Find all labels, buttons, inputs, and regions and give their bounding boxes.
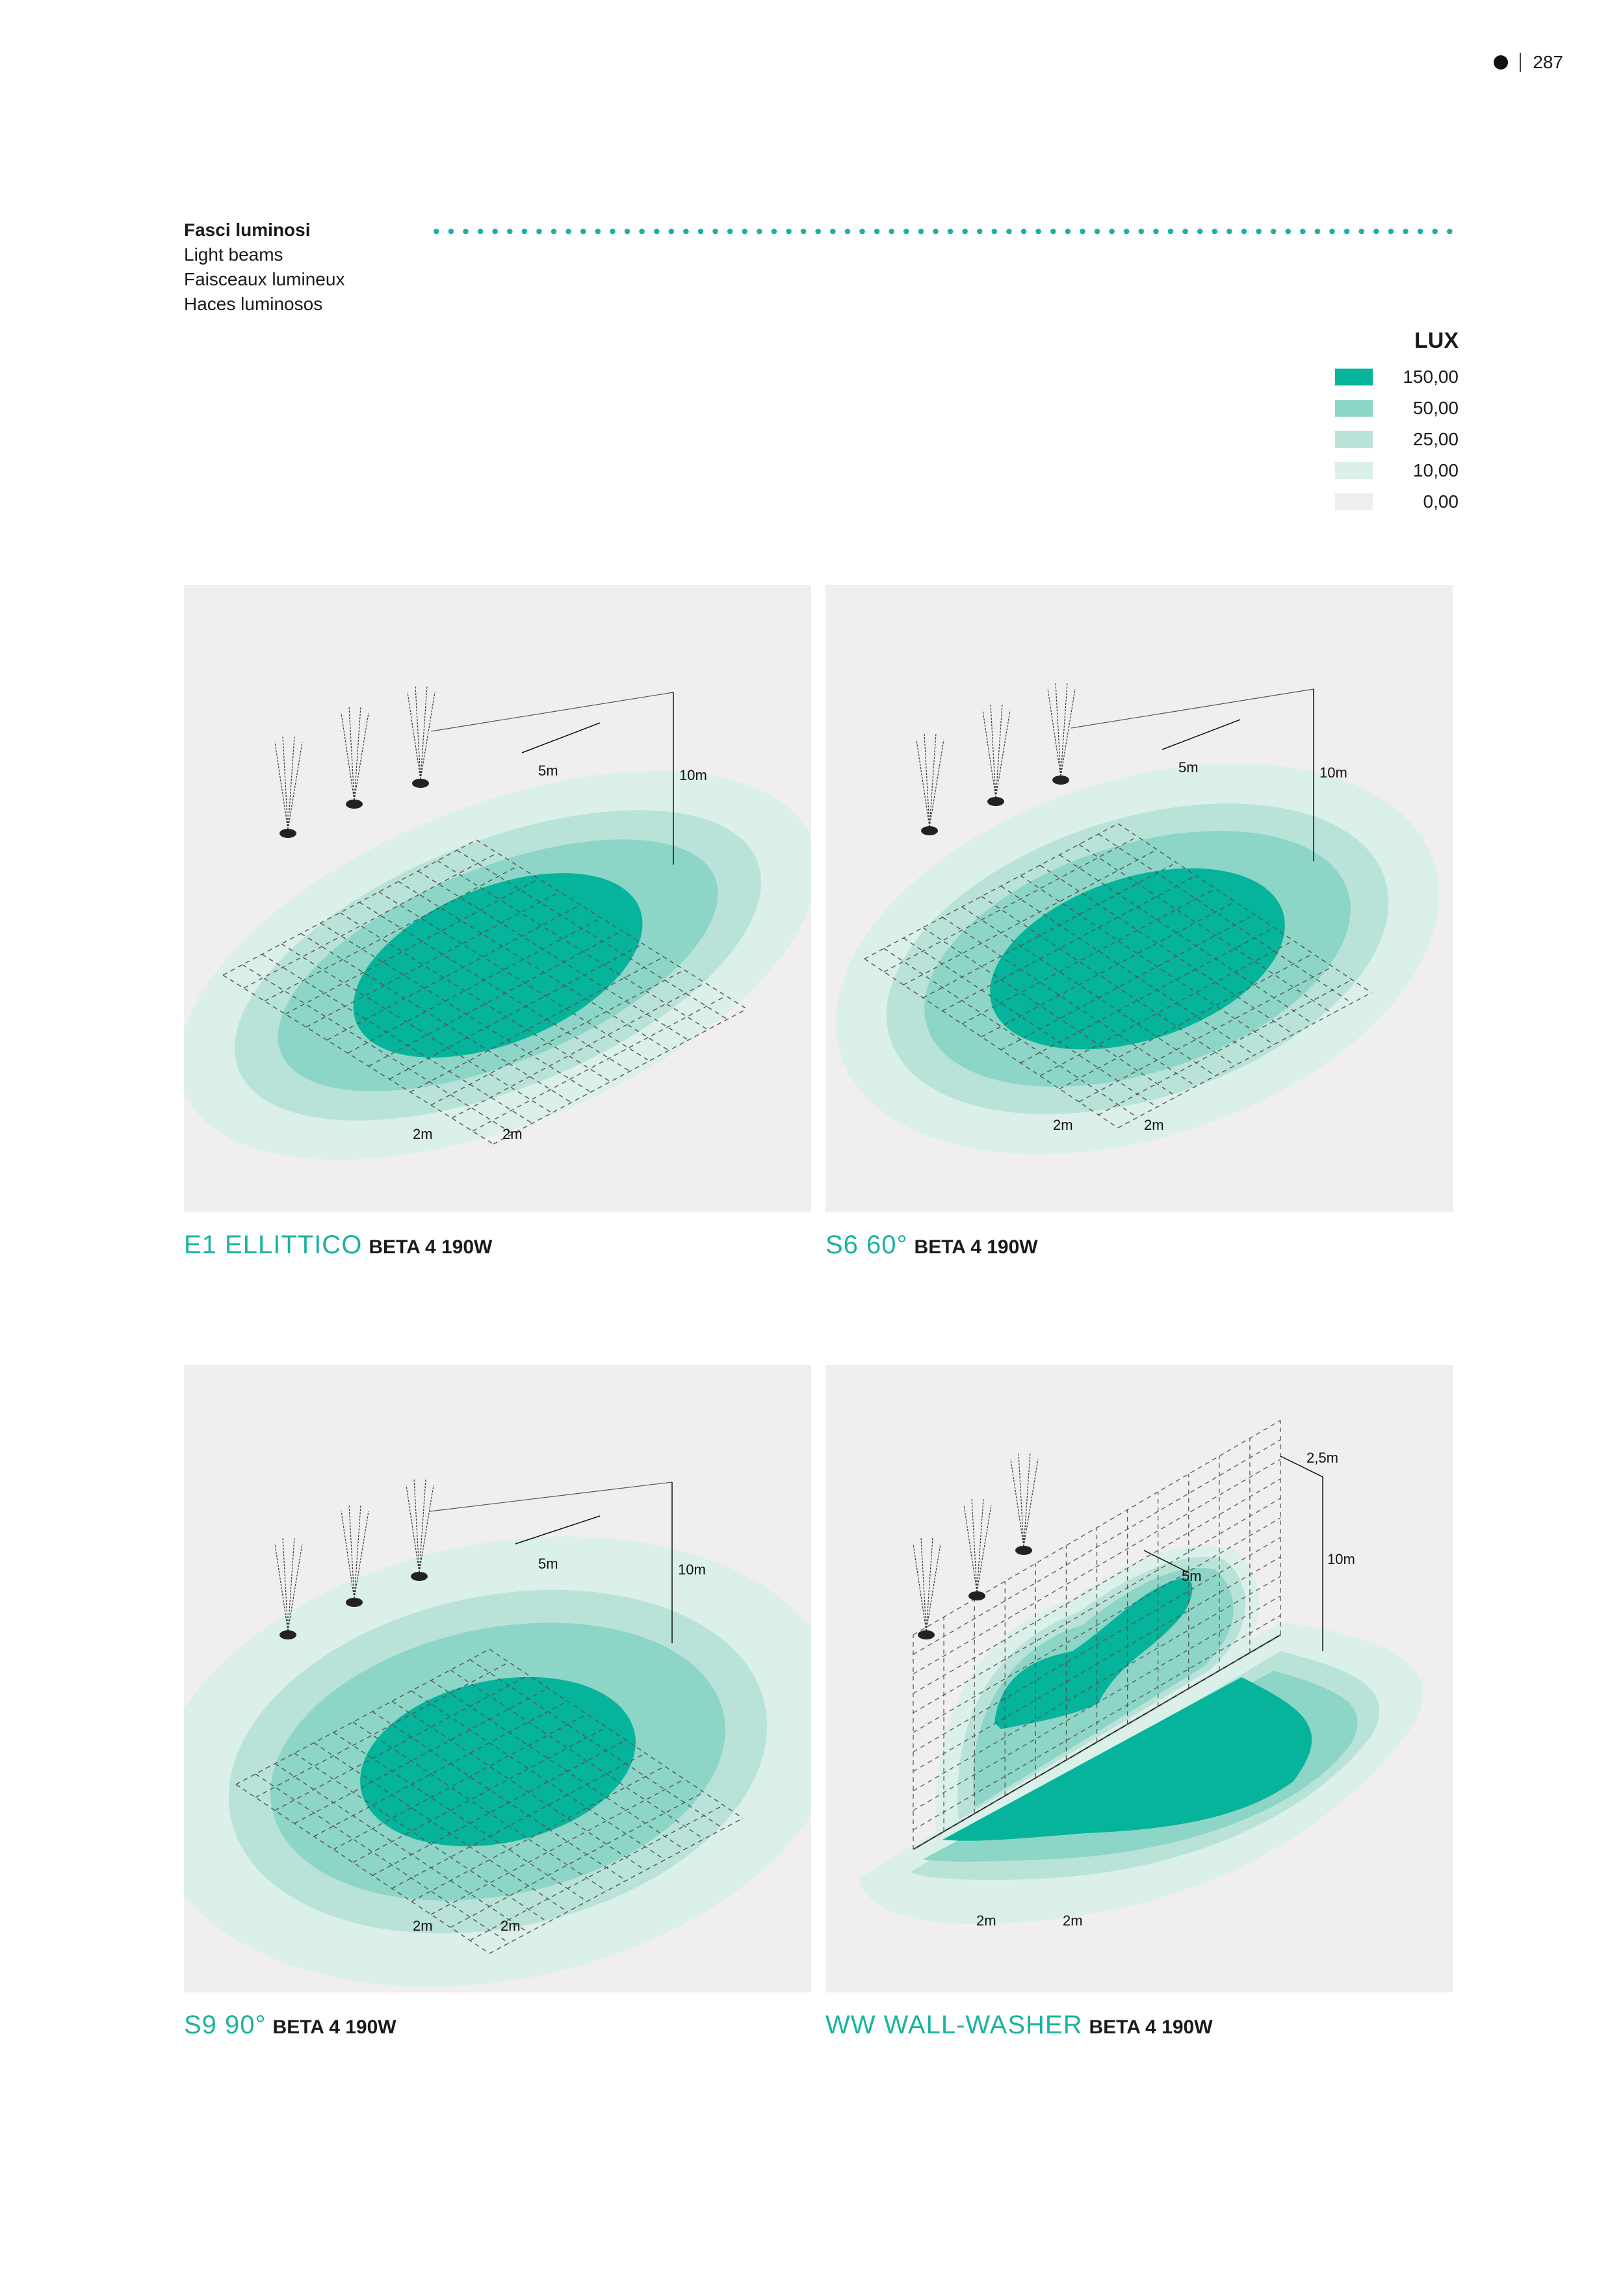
floor-grid bbox=[222, 839, 747, 1145]
beam-name: S9 90° bbox=[184, 2011, 266, 2039]
luminaire-icon bbox=[913, 1537, 941, 1639]
grid-label-b: 2m bbox=[1144, 1117, 1164, 1133]
grid-label-b: 2m bbox=[500, 1918, 521, 1934]
spacing-label: 5m bbox=[538, 763, 558, 779]
grid-label-b: 2m bbox=[1063, 1912, 1083, 1929]
beam-diagram-e1: 10m 5m 2m 2m bbox=[184, 585, 811, 1212]
bullet-icon bbox=[1494, 55, 1509, 70]
luminaire-icon bbox=[1010, 1452, 1039, 1555]
beam-diagram-s6: 10m 5m 2m 2m bbox=[825, 585, 1453, 1212]
legend-swatch bbox=[1335, 400, 1373, 417]
legend-value: 25,00 bbox=[1412, 429, 1459, 449]
isolux-150-wall bbox=[994, 1578, 1193, 1729]
legend-swatch bbox=[1335, 369, 1373, 385]
legend-swatch bbox=[1335, 462, 1373, 479]
luminaire-icon bbox=[341, 1504, 369, 1607]
legend-title: LUX bbox=[1414, 328, 1459, 353]
spacing-label: 5m bbox=[1178, 759, 1199, 776]
beam-name: E1 ELLITTICO bbox=[184, 1231, 363, 1259]
model-name: BETA 4 190W bbox=[272, 2016, 396, 2038]
spacing-label: 5m bbox=[1182, 1568, 1202, 1584]
grid-label-a: 2m bbox=[1053, 1117, 1073, 1133]
legend-item: 150,00 bbox=[1335, 361, 1459, 393]
beam-name: S6 60° bbox=[825, 1231, 908, 1259]
luminaires bbox=[274, 685, 435, 838]
luminaires bbox=[274, 1478, 434, 1639]
header-title-fr: Faisceaux lumineux bbox=[184, 269, 345, 289]
luminaire-icon bbox=[963, 1498, 992, 1600]
legend-value: 10,00 bbox=[1412, 460, 1459, 480]
luminaire-icon bbox=[1047, 682, 1076, 785]
grid-label-a: 2m bbox=[976, 1912, 996, 1929]
luminaire-icon bbox=[406, 1478, 434, 1581]
legend-swatch bbox=[1335, 431, 1373, 448]
luminaire-icon bbox=[916, 733, 944, 835]
header-title-es: Haces luminosos bbox=[184, 294, 323, 314]
height-label: 10m bbox=[678, 1561, 706, 1578]
legend-value: 50,00 bbox=[1412, 398, 1459, 418]
beam-name: WW WALL-WASHER bbox=[825, 2011, 1083, 2039]
caption-e1: E1 ELLITTICO BETA 4 190W bbox=[184, 1231, 492, 1260]
page-number-text: 287 bbox=[1533, 52, 1563, 72]
legend-item: 10,00 bbox=[1335, 455, 1459, 486]
luminaires bbox=[916, 682, 1076, 835]
luminaire-icon bbox=[274, 1537, 303, 1639]
floor-grid bbox=[235, 1649, 744, 1954]
luminaire-icon bbox=[341, 706, 369, 809]
caption-ww: WW WALL-WASHER BETA 4 190W bbox=[825, 2011, 1213, 2040]
height-label: 10m bbox=[679, 767, 707, 783]
beam-diagram-ww: 2,5m 10m 5m 2m 2m bbox=[825, 1365, 1453, 1992]
grid-label-a: 2m bbox=[413, 1918, 433, 1934]
dotted-rule bbox=[429, 228, 1459, 235]
height-label: 10m bbox=[1327, 1551, 1355, 1567]
isolux-150-floor bbox=[942, 1677, 1312, 1841]
legend-value: 150,00 bbox=[1403, 367, 1459, 387]
beam-diagram-s9: 10m 5m 2m 2m bbox=[184, 1365, 811, 1992]
model-name: BETA 4 190W bbox=[369, 1236, 493, 1258]
floor-grid bbox=[864, 823, 1372, 1128]
legend-item: 25,00 bbox=[1335, 424, 1459, 455]
header-title-en: Light beams bbox=[184, 244, 283, 265]
model-name: BETA 4 190W bbox=[1089, 2016, 1213, 2038]
height-label: 10m bbox=[1319, 764, 1347, 781]
spacing-label: 5m bbox=[538, 1556, 558, 1572]
caption-s6: S6 60° BETA 4 190W bbox=[825, 1231, 1038, 1260]
section-header: Fasci luminosi Light beams Faisceaux lum… bbox=[184, 218, 344, 317]
header-title-it: Fasci luminosi bbox=[184, 220, 311, 240]
legend-value: 0,00 bbox=[1423, 491, 1459, 512]
legend-item: 0,00 bbox=[1335, 486, 1459, 517]
luminaire-icon bbox=[407, 685, 435, 788]
luminaire-icon bbox=[274, 735, 303, 838]
legend-item: 50,00 bbox=[1335, 393, 1459, 424]
page-number: 287 bbox=[1494, 52, 1563, 73]
divider bbox=[1520, 53, 1522, 72]
grid-label-a: 2m bbox=[413, 1126, 433, 1142]
caption-s9: S9 90° BETA 4 190W bbox=[184, 2011, 396, 2040]
luminaires bbox=[913, 1452, 1039, 1639]
grid-label-b: 2m bbox=[502, 1126, 523, 1142]
lux-legend: LUX 150,00 50,00 25,00 10,00 0,00 bbox=[1335, 328, 1459, 517]
luminaire-icon bbox=[982, 703, 1011, 806]
isolux-150 bbox=[990, 868, 1285, 1050]
legend-swatch bbox=[1335, 493, 1373, 510]
wall-offset-label: 2,5m bbox=[1306, 1450, 1338, 1466]
model-name: BETA 4 190W bbox=[914, 1236, 1038, 1258]
